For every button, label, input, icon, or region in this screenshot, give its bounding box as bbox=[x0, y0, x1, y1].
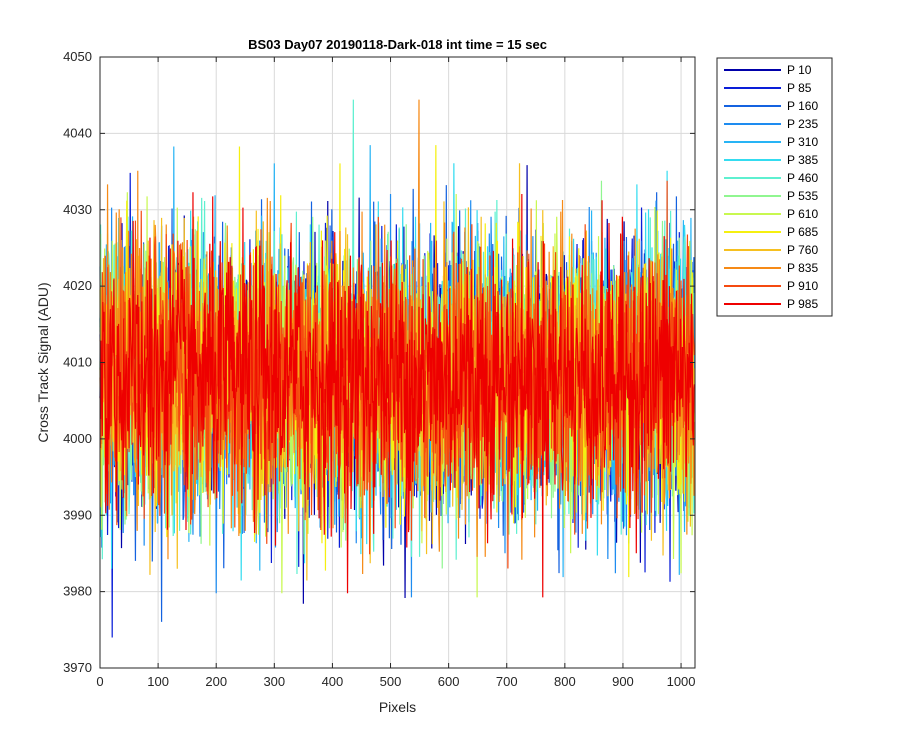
chart-title: BS03 Day07 20190118-Dark-018 int time = … bbox=[248, 37, 547, 52]
legend-label: P 310 bbox=[787, 135, 818, 149]
legend: P 10 P 85 P 160 P 235 P 310 P 385 P 460 P 535 P … bbox=[716, 57, 833, 317]
x-tick-label: 400 bbox=[322, 674, 344, 689]
y-tick-label: 4030 bbox=[63, 202, 92, 217]
x-tick-label: 1000 bbox=[667, 674, 696, 689]
series-line-p985 bbox=[99, 192, 696, 598]
legend-label: P 610 bbox=[787, 207, 818, 221]
x-tick-label: 300 bbox=[263, 674, 285, 689]
x-tick-label: 900 bbox=[612, 674, 634, 689]
x-tick-label: 800 bbox=[554, 674, 576, 689]
y-tick-label: 4050 bbox=[63, 49, 92, 64]
legend-label: P 85 bbox=[787, 81, 812, 95]
legend-label: P 685 bbox=[787, 225, 818, 239]
x-tick-label: 0 bbox=[96, 674, 103, 689]
legend-label: P 460 bbox=[787, 171, 818, 185]
y-axis-label: Cross Track Signal (ADU) bbox=[35, 282, 51, 442]
legend-box bbox=[716, 57, 833, 317]
x-tick-label: 500 bbox=[380, 674, 402, 689]
x-axis-label: Pixels bbox=[379, 699, 416, 715]
series-lines bbox=[99, 99, 696, 638]
y-tick-label: 4020 bbox=[63, 278, 92, 293]
y-tick-label: 3980 bbox=[63, 584, 92, 599]
y-tick-label: 3970 bbox=[63, 660, 92, 675]
y-tick-label: 3990 bbox=[63, 507, 92, 522]
y-tick-label: 4010 bbox=[63, 355, 92, 370]
x-tick-label: 100 bbox=[147, 674, 169, 689]
x-tick-label: 200 bbox=[205, 674, 227, 689]
y-tick-label: 4040 bbox=[63, 125, 92, 140]
legend-label: P 910 bbox=[787, 279, 818, 293]
legend-label: P 160 bbox=[787, 99, 818, 113]
legend-label: P 835 bbox=[787, 261, 818, 275]
legend-label: P 985 bbox=[787, 297, 818, 311]
y-tick-label: 4000 bbox=[63, 431, 92, 446]
axis-ticks: 0 100 200 300 400 500 600 700 800 900 1000 3970 3980… bbox=[63, 49, 695, 689]
legend-label: P 235 bbox=[787, 117, 818, 131]
legend-label: P 760 bbox=[787, 243, 818, 257]
x-tick-label: 600 bbox=[438, 674, 460, 689]
legend-label: P 385 bbox=[787, 153, 818, 167]
legend-label: P 10 bbox=[787, 63, 812, 77]
legend-label: P 535 bbox=[787, 189, 818, 203]
x-tick-label: 700 bbox=[496, 674, 518, 689]
